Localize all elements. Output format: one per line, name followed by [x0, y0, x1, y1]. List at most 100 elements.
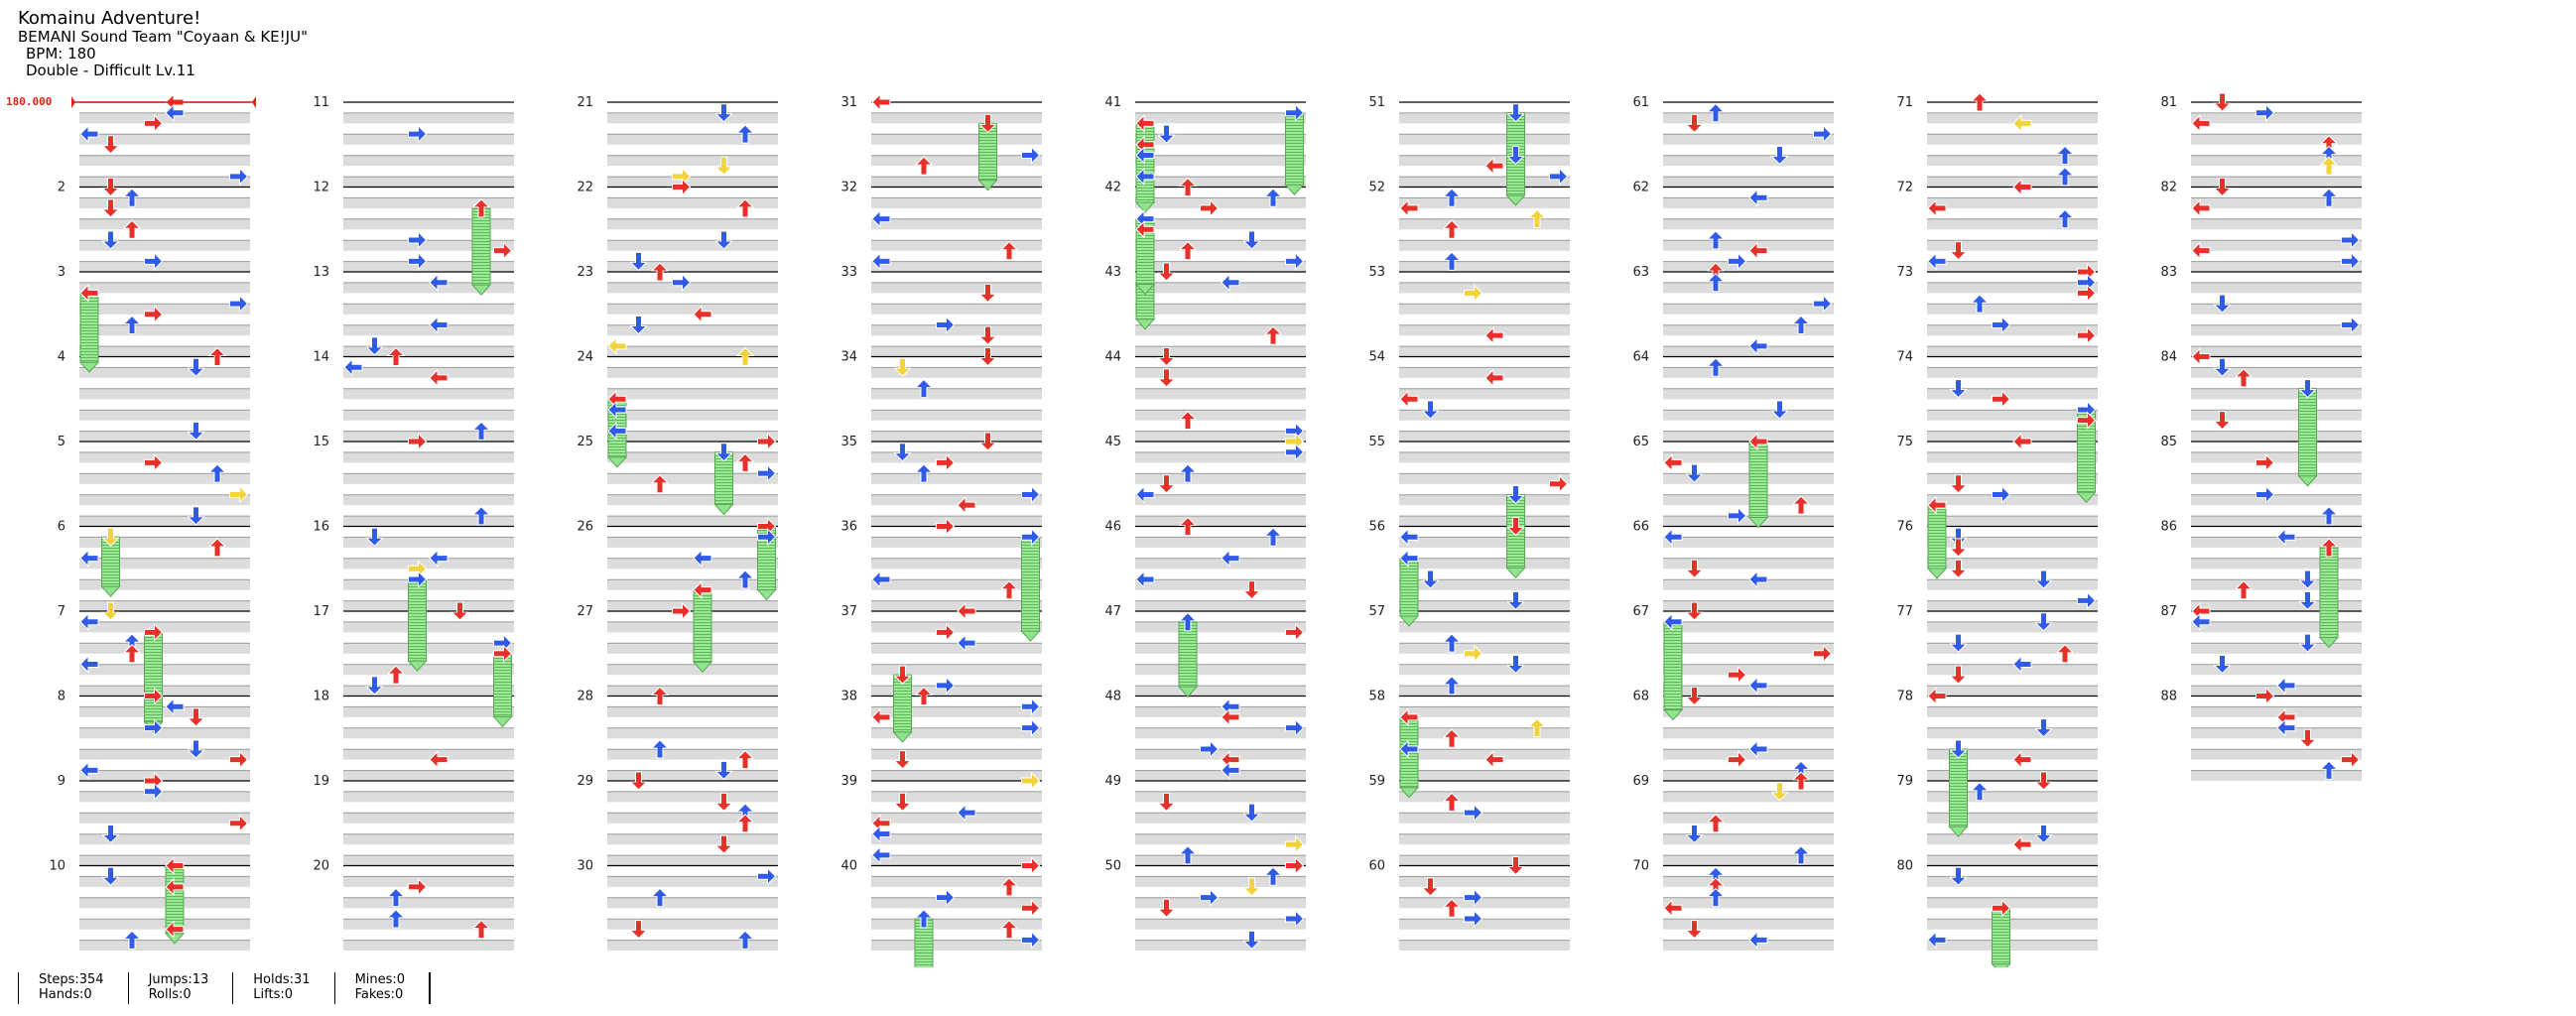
beat-stripe [1927, 791, 2098, 803]
measure-number: 31 [840, 95, 857, 110]
beat-stripe [871, 304, 1042, 315]
beat-stripe [79, 155, 250, 167]
beat-stripe [343, 431, 514, 443]
hold-body [1178, 621, 1198, 688]
measure-number: 16 [313, 520, 329, 535]
beat-stripe [1399, 177, 1570, 188]
beat-stripe [607, 324, 778, 336]
measure-number: 22 [577, 181, 593, 195]
beat-stripe [607, 431, 778, 443]
beat-stripe [1399, 897, 1570, 909]
beat-stripe [1663, 897, 1834, 909]
measure-number: 15 [313, 435, 329, 449]
beat-stripe [1399, 112, 1570, 124]
beat-stripe [1663, 494, 1834, 506]
beat-stripe [1663, 643, 1834, 654]
beat-stripe [343, 112, 514, 124]
beat-stripe [1135, 134, 1306, 145]
hold-tail [1747, 517, 1769, 529]
stats-group-holds: Holds:31 Lifts:0 [232, 972, 333, 1004]
stat-hands: Hands:0 [39, 987, 92, 1002]
beat-stripe [79, 410, 250, 421]
beat-stripe [1663, 367, 1834, 378]
beat-stripe [607, 177, 778, 188]
beat-stripe [607, 451, 778, 463]
measure-number: 66 [1632, 520, 1649, 535]
beat-stripe [607, 897, 778, 909]
beat-stripe [1927, 664, 2098, 676]
bpm-marker-start [71, 96, 75, 108]
hold-tail [892, 731, 913, 743]
beat-stripe [1135, 451, 1306, 463]
beat-stripe [1135, 431, 1306, 443]
measure-number: 65 [1632, 435, 1649, 449]
beat-stripe [607, 155, 778, 167]
stat-lifts: Lifts:0 [253, 987, 293, 1002]
measure-number: 25 [577, 435, 593, 449]
beat-stripe [1135, 876, 1306, 887]
beat-stripe [1399, 643, 1570, 654]
beat-stripe [79, 197, 250, 208]
beat-stripe [1135, 473, 1306, 484]
beat-stripe [607, 876, 778, 887]
beat-stripe [1135, 686, 1306, 697]
beat-stripe [607, 197, 778, 208]
beat-stripe [871, 600, 1042, 612]
measure-number: 88 [2160, 690, 2177, 704]
beat-stripe [1927, 431, 2098, 443]
beat-stripe [1399, 727, 1570, 739]
beat-stripe [1663, 621, 1834, 633]
measure-number: 70 [1632, 859, 1649, 874]
measure-number: 40 [840, 859, 857, 874]
beat-stripe [871, 240, 1042, 251]
beat-stripe [1135, 410, 1306, 421]
bpm-marker-label: 180.000 [6, 95, 52, 108]
stats-group-mines: Mines:0 Fakes:0 [333, 972, 430, 1004]
beat-stripe [607, 770, 778, 782]
beat-stripe [607, 919, 778, 930]
beat-stripe [871, 791, 1042, 803]
beat-stripe [1663, 261, 1834, 273]
measure-number: 63 [1632, 265, 1649, 280]
beat-stripe [1135, 112, 1306, 124]
beat-stripe [1399, 451, 1570, 463]
beat-stripe [2191, 643, 2362, 654]
beat-stripe [1135, 218, 1306, 230]
beat-stripe [1663, 600, 1834, 612]
beat-stripe [343, 537, 514, 548]
measure-number: 41 [1104, 95, 1121, 110]
measure-number: 37 [840, 604, 857, 619]
hold-tail [470, 284, 492, 296]
measure-number: 49 [1104, 774, 1121, 789]
measure-number: 2 [58, 181, 65, 195]
beat-stripe [1399, 558, 1570, 570]
difficulty-line: Double - Difficult Lv.11 [26, 62, 195, 79]
beat-stripe [1663, 431, 1834, 443]
measure-number: 27 [577, 604, 593, 619]
beat-stripe [79, 940, 250, 952]
beat-stripe [607, 346, 778, 357]
beat-stripe [79, 686, 250, 697]
beat-stripe [2191, 155, 2362, 167]
measure-number: 46 [1104, 520, 1121, 535]
beat-stripe [871, 177, 1042, 188]
beat-stripe [1399, 410, 1570, 421]
beat-stripe [1135, 177, 1306, 188]
measure-number: 52 [1368, 181, 1385, 195]
beat-stripe [1399, 706, 1570, 717]
beat-stripe [1135, 749, 1306, 760]
beat-stripe [343, 346, 514, 357]
beat-stripe [871, 833, 1042, 845]
beat-stripe [607, 240, 778, 251]
beat-stripe [343, 388, 514, 400]
measure-number: 86 [2160, 520, 2177, 535]
hold-body [1927, 504, 1947, 570]
beat-stripe [871, 664, 1042, 676]
beat-stripe [607, 304, 778, 315]
beat-stripe [1663, 579, 1834, 590]
beat-stripe [343, 304, 514, 315]
beat-stripe [343, 451, 514, 463]
beat-stripe [1927, 897, 2098, 909]
measure-number: 11 [313, 95, 329, 110]
measure-number: 48 [1104, 690, 1121, 704]
